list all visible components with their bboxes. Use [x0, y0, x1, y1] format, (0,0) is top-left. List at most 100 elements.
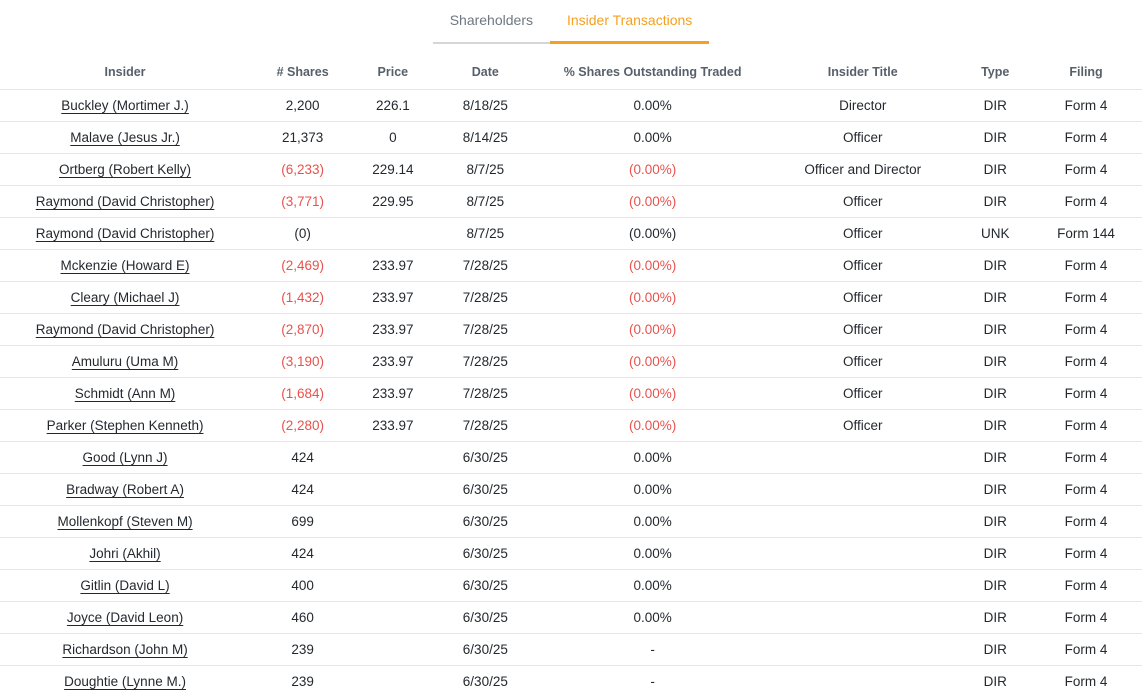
filing-cell: Form 4 — [1030, 441, 1142, 474]
price-cell: 233.97 — [355, 377, 431, 410]
type-cell: DIR — [960, 121, 1031, 154]
filing-cell: Form 4 — [1030, 665, 1142, 696]
insider-link[interactable]: Amuluru (Uma M) — [71, 353, 179, 369]
insider-link[interactable]: Joyce (David Leon) — [66, 609, 184, 625]
table-row: Cleary (Michael J) (1,432) 233.97 7/28/2… — [0, 281, 1142, 314]
type-cell: DIR — [960, 441, 1031, 474]
price-cell: 233.97 — [355, 281, 431, 314]
date-cell: 6/30/25 — [430, 505, 541, 538]
insider-link[interactable]: Parker (Stephen Kenneth) — [46, 417, 204, 433]
column-header-date: Date — [430, 56, 541, 90]
type-cell: DIR — [960, 377, 1031, 410]
price-cell — [355, 537, 431, 570]
shares-cell: 2,200 — [250, 89, 356, 122]
pct-shares-outstanding-cell: (0.00%) — [540, 217, 766, 250]
filing-cell: Form 4 — [1030, 473, 1142, 506]
insider-link[interactable]: Buckley (Mortimer J.) — [61, 97, 189, 113]
insider-link[interactable]: Malave (Jesus Jr.) — [70, 129, 180, 145]
date-cell: 7/28/25 — [430, 409, 541, 442]
table-row: Raymond (David Christopher) (2,870) 233.… — [0, 313, 1142, 346]
date-cell: 8/18/25 — [430, 89, 541, 122]
pct-shares-outstanding-cell: 0.00% — [540, 89, 766, 122]
shares-cell: 400 — [250, 569, 356, 602]
shares-cell: (1,432) — [250, 281, 356, 314]
insider-cell: Raymond (David Christopher) — [0, 185, 251, 218]
date-cell: 6/30/25 — [430, 537, 541, 570]
pct-shares-outstanding-cell: 0.00% — [540, 473, 766, 506]
insider-link[interactable]: Raymond (David Christopher) — [35, 193, 215, 209]
insider-title-cell: Officer — [765, 281, 961, 314]
insider-title-cell — [765, 665, 961, 696]
insider-link[interactable]: Bradway (Robert A) — [66, 481, 184, 497]
insider-cell: Buckley (Mortimer J.) — [0, 89, 251, 122]
pct-shares-outstanding-cell: (0.00%) — [540, 377, 766, 410]
insider-cell: Malave (Jesus Jr.) — [0, 121, 251, 154]
insider-link[interactable]: Mckenzie (Howard E) — [60, 257, 190, 273]
price-cell — [355, 633, 431, 666]
price-cell — [355, 665, 431, 696]
pct-shares-outstanding-cell: (0.00%) — [540, 409, 766, 442]
pct-shares-outstanding-cell: (0.00%) — [540, 153, 766, 186]
insider-cell: Raymond (David Christopher) — [0, 313, 251, 346]
insider-title-cell: Officer — [765, 249, 961, 282]
type-cell: DIR — [960, 153, 1031, 186]
insider-link[interactable]: Cleary (Michael J) — [70, 289, 180, 305]
type-cell: DIR — [960, 633, 1031, 666]
tab-insider-transactions[interactable]: Insider Transactions — [549, 10, 710, 44]
column-header-filing: Filing — [1030, 56, 1142, 90]
date-cell: 6/30/25 — [430, 601, 541, 634]
price-cell: 226.1 — [355, 89, 431, 122]
shares-cell: (1,684) — [250, 377, 356, 410]
price-cell: 233.97 — [355, 409, 431, 442]
insider-link[interactable]: Ortberg (Robert Kelly) — [59, 161, 192, 177]
insider-title-cell: Officer — [765, 345, 961, 378]
filing-cell: Form 144 — [1030, 217, 1142, 250]
insider-link[interactable]: Mollenkopf (Steven M) — [57, 513, 193, 529]
table-row: Good (Lynn J) 424 6/30/25 0.00% DIR Form… — [0, 441, 1142, 474]
table-row: Mckenzie (Howard E) (2,469) 233.97 7/28/… — [0, 249, 1142, 282]
date-cell: 7/28/25 — [430, 345, 541, 378]
date-cell: 6/30/25 — [430, 473, 541, 506]
insider-link[interactable]: Johri (Akhil) — [89, 545, 161, 561]
insider-title-cell — [765, 633, 961, 666]
insider-cell: Ortberg (Robert Kelly) — [0, 153, 251, 186]
insider-cell: Parker (Stephen Kenneth) — [0, 409, 251, 442]
type-cell: DIR — [960, 185, 1031, 218]
insider-title-cell: Officer — [765, 217, 961, 250]
tab-shareholders[interactable]: Shareholders — [432, 10, 550, 44]
insider-link[interactable]: Good (Lynn J) — [82, 449, 168, 465]
insider-cell: Amuluru (Uma M) — [0, 345, 251, 378]
date-cell: 8/7/25 — [430, 185, 541, 218]
table-row: Parker (Stephen Kenneth) (2,280) 233.97 … — [0, 409, 1142, 442]
insider-title-cell: Officer — [765, 121, 961, 154]
date-cell: 7/28/25 — [430, 249, 541, 282]
insider-title-cell — [765, 601, 961, 634]
insider-cell: Gitlin (David L) — [0, 569, 251, 602]
insider-link[interactable]: Gitlin (David L) — [80, 577, 170, 593]
insider-link[interactable]: Richardson (John M) — [62, 641, 188, 657]
table-row: Joyce (David Leon) 460 6/30/25 0.00% DIR… — [0, 601, 1142, 634]
pct-shares-outstanding-cell: 0.00% — [540, 121, 766, 154]
insider-link[interactable]: Raymond (David Christopher) — [35, 321, 215, 337]
insider-title-cell — [765, 505, 961, 538]
filing-cell: Form 4 — [1030, 121, 1142, 154]
filing-cell: Form 4 — [1030, 281, 1142, 314]
table-body: Buckley (Mortimer J.) 2,200 226.1 8/18/2… — [0, 89, 1142, 696]
type-cell: DIR — [960, 665, 1031, 696]
insider-link[interactable]: Schmidt (Ann M) — [74, 385, 176, 401]
insider-link[interactable]: Doughtie (Lynne M.) — [64, 673, 186, 689]
filing-cell: Form 4 — [1030, 505, 1142, 538]
table-row: Ortberg (Robert Kelly) (6,233) 229.14 8/… — [0, 153, 1142, 186]
pct-shares-outstanding-cell: (0.00%) — [540, 313, 766, 346]
insider-title-cell: Officer — [765, 377, 961, 410]
insider-title-cell — [765, 441, 961, 474]
insider-cell: Cleary (Michael J) — [0, 281, 251, 314]
insider-link[interactable]: Raymond (David Christopher) — [35, 225, 215, 241]
table-row: Mollenkopf (Steven M) 699 6/30/25 0.00% … — [0, 505, 1142, 538]
filing-cell: Form 4 — [1030, 537, 1142, 570]
shares-cell: 460 — [250, 601, 356, 634]
filing-cell: Form 4 — [1030, 601, 1142, 634]
shares-cell: (6,233) — [250, 153, 356, 186]
date-cell: 6/30/25 — [430, 441, 541, 474]
table-header: Insider # Shares Price Date% Shares Outstan… — [0, 56, 1142, 90]
